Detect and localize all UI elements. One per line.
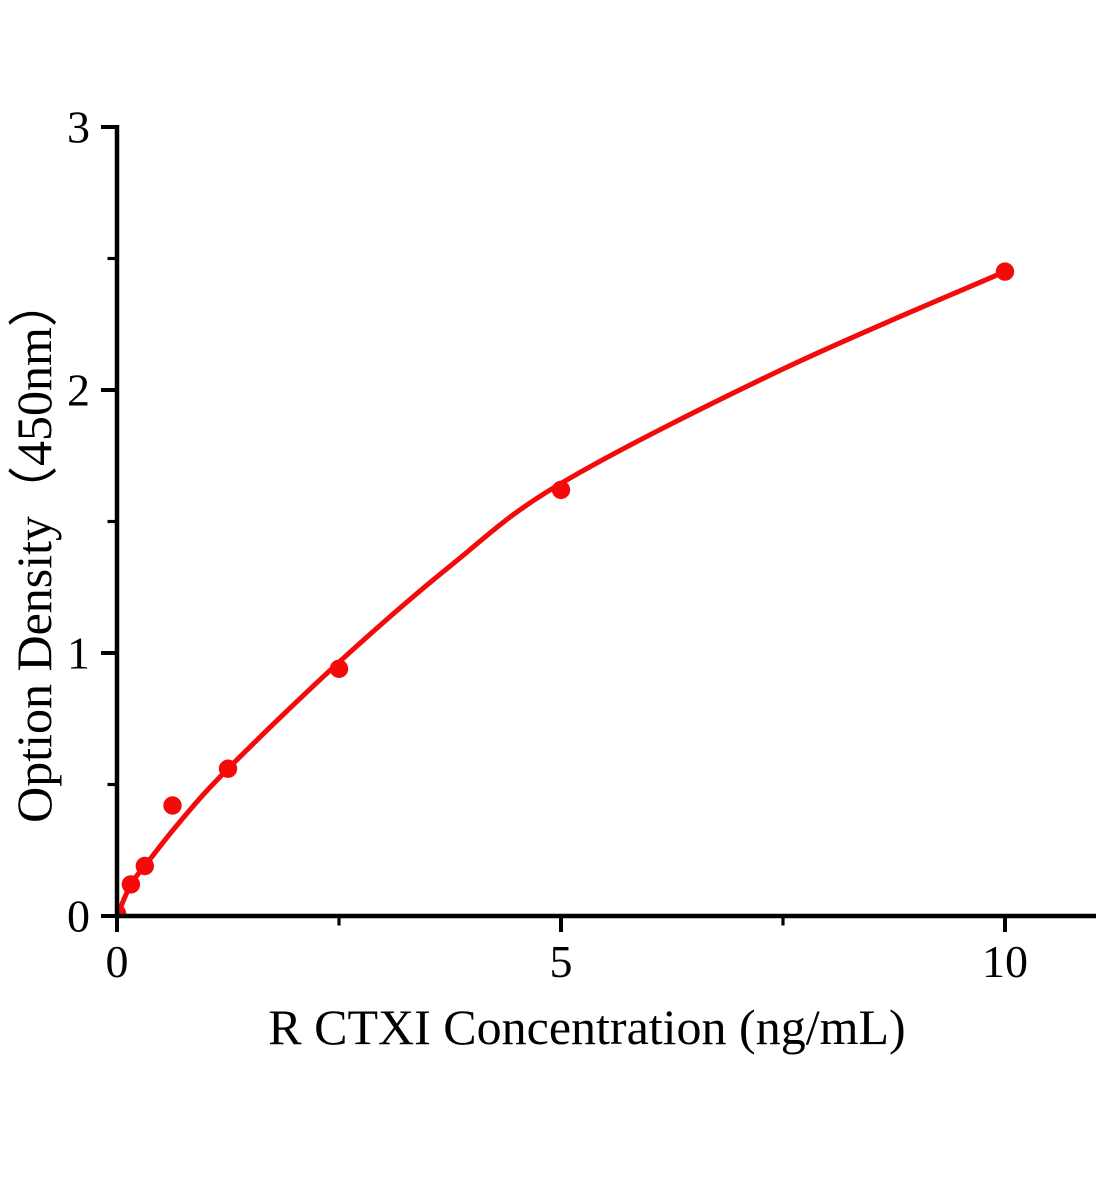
data-point bbox=[218, 759, 238, 778]
plot-area bbox=[115, 262, 1015, 918]
x-tick-label: 0 bbox=[106, 936, 129, 987]
y-tick-label: 2 bbox=[67, 365, 90, 416]
fit-curve bbox=[115, 269, 1008, 918]
x-tick-label: 10 bbox=[982, 936, 1028, 987]
data-point bbox=[995, 262, 1015, 281]
data-point bbox=[551, 480, 571, 500]
y-axis-title: Option Density（450nm） bbox=[6, 277, 62, 823]
data-point bbox=[135, 856, 154, 876]
y-tick-label: 1 bbox=[67, 628, 90, 679]
data-point bbox=[163, 796, 182, 815]
x-tick-label: 5 bbox=[550, 936, 573, 987]
y-tick-label: 0 bbox=[67, 891, 90, 942]
data-point bbox=[121, 875, 141, 894]
x-axis-title: R CTXI Concentration (ng/mL) bbox=[268, 999, 906, 1055]
y-tick-label: 3 bbox=[67, 102, 90, 153]
data-point bbox=[329, 659, 349, 678]
